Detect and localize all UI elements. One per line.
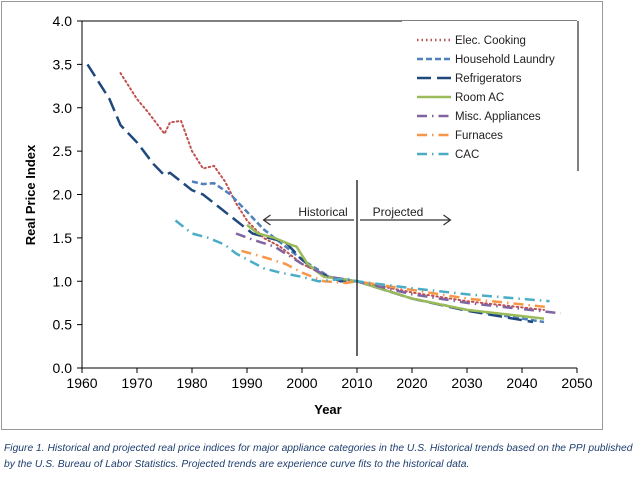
y-axis-label: Real Price Index [23, 144, 38, 245]
y-tick-label: 3.0 [53, 100, 73, 116]
legend-label: Elec. Cooking [455, 35, 526, 47]
x-tick-label: 1990 [231, 375, 262, 391]
x-tick-label: 2050 [561, 375, 592, 391]
y-tick-label: 0.0 [53, 360, 73, 376]
legend-label: Household Laundry [455, 54, 555, 66]
figure-frame [1, 1, 603, 430]
series-line-furnaces [241, 249, 550, 309]
x-tick-label: 2040 [506, 375, 537, 391]
legend-label: Misc. Appliances [455, 111, 541, 123]
x-tick-label: 2000 [286, 375, 317, 391]
x-tick-label: 1970 [121, 375, 152, 391]
y-tick-label: 2.0 [53, 187, 73, 203]
legend-label: Room AC [455, 92, 504, 104]
price-index-chart: Real Price Index Year Historical Project… [23, 13, 593, 417]
legend-label: CAC [455, 149, 479, 161]
y-tick-label: 0.5 [53, 317, 73, 333]
y-tick-label: 1.5 [53, 230, 73, 246]
legend-label: Refrigerators [455, 73, 522, 85]
x-tick-label: 1960 [66, 375, 97, 391]
projected-arrow-icon [360, 214, 452, 226]
x-tick-label: 2020 [396, 375, 427, 391]
x-tick-label: 1980 [176, 375, 207, 391]
y-tick-label: 3.5 [53, 56, 73, 72]
legend-label: Furnaces [455, 130, 503, 142]
y-tick-label: 4.0 [53, 13, 73, 29]
x-tick-label: 2030 [451, 375, 482, 391]
series-line-cac [174, 219, 550, 303]
figure-caption: Figure 1. Historical and projected real … [4, 443, 633, 470]
y-tick-label: 1.0 [53, 273, 73, 289]
y-tick-label: 2.5 [53, 143, 73, 159]
historical-arrow-icon [262, 214, 354, 226]
historical-label: Historical [298, 205, 347, 219]
x-tick-label: 2010 [341, 375, 372, 391]
series-line-misc-appliances [235, 232, 561, 315]
x-axis-label: Year [314, 402, 341, 417]
projected-label: Projected [373, 205, 424, 219]
series-line-refrigerators [86, 63, 534, 324]
